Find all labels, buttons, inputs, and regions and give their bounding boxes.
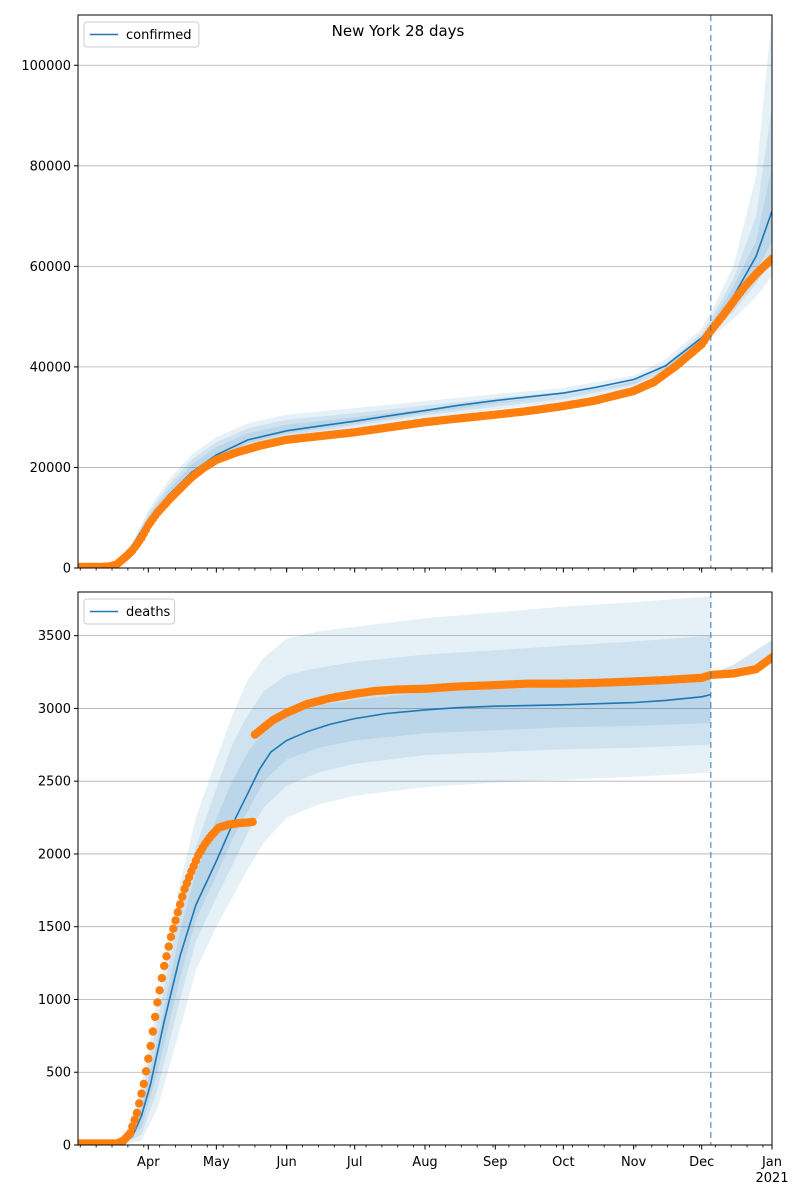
observed-point [178, 892, 187, 901]
uncertainty-band-2 [121, 635, 711, 1145]
confirmed-panel: 0 20000 40000 60000 80000 100000 confirmed [21, 14, 773, 577]
x-tick-label: Oct [552, 1155, 574, 1170]
observed-point [171, 916, 180, 925]
y-tick-label: 20000 [30, 461, 71, 476]
observed-point [141, 1067, 151, 1076]
observed-point [169, 924, 178, 933]
x-tick-label: Jun [275, 1155, 296, 1170]
y-tick-label: 2500 [38, 775, 71, 790]
observed-point [130, 1115, 139, 1125]
y-tick-label: 0 [63, 1139, 71, 1154]
x-tick-label: Jul [346, 1155, 363, 1170]
y-tick-label: 100000 [21, 59, 71, 74]
legend: confirmed [83, 21, 200, 48]
model-line [109, 210, 772, 568]
observed-point [150, 1012, 160, 1022]
observed-point [153, 998, 162, 1007]
tail-band [710, 640, 772, 674]
observed-point [137, 1089, 146, 1098]
x-tick-label: Dec [689, 1155, 714, 1170]
observed-point [126, 1129, 135, 1138]
uncertainty-band-1 [121, 596, 711, 1145]
observed-point [148, 1027, 157, 1036]
observed-point [155, 986, 164, 995]
y-tick-label: 500 [46, 1066, 71, 1081]
observed-series [78, 653, 772, 1145]
observed-point [135, 1099, 144, 1108]
observed-point [248, 817, 257, 827]
observed-point [166, 932, 176, 942]
observed-point [139, 1079, 148, 1089]
y-tick-label: 40000 [30, 360, 71, 375]
x-tick-label: Jan [761, 1155, 782, 1170]
observed-point [144, 1054, 153, 1063]
observed-point [160, 961, 169, 971]
legend-box [83, 598, 176, 625]
observed-point [767, 254, 772, 263]
uncertainty-band-2 [109, 105, 772, 568]
x-tick-label: May [203, 1155, 230, 1170]
observed-point [767, 653, 772, 662]
legend-box [83, 21, 200, 48]
x-tick-label: Sep [483, 1155, 508, 1170]
uncertainty-band-1 [109, 15, 772, 568]
figure-title: New York 28 days [332, 22, 465, 40]
x-tick-label: Apr [137, 1155, 160, 1170]
observed-point [146, 1041, 155, 1051]
legend-label: deaths [126, 605, 171, 620]
observed-point [175, 900, 185, 909]
y-tick-label: 1500 [38, 920, 71, 935]
legend-label: confirmed [126, 28, 192, 43]
observed-point [162, 952, 171, 961]
y-tick-label: 80000 [30, 159, 71, 174]
observed-series [78, 254, 772, 568]
y-tick-label: 0 [63, 562, 71, 577]
plot-area [78, 15, 772, 568]
observed-point [164, 942, 173, 951]
legend: deaths [83, 598, 176, 625]
y-tick-label: 60000 [30, 260, 71, 275]
y-tick-label: 2000 [38, 847, 71, 862]
observed-point [132, 1108, 142, 1118]
observed-point [173, 908, 182, 917]
x-year-label: 2021 [755, 1171, 788, 1186]
x-tick-label: Nov [621, 1155, 647, 1170]
plot-area [78, 596, 772, 1145]
y-tick-label: 3500 [38, 629, 71, 644]
observed-point [157, 973, 167, 983]
model-line [120, 693, 711, 1145]
y-tick-label: 3000 [38, 702, 71, 717]
observed-point [128, 1122, 137, 1131]
deaths-panel: 0 500 1000 1500 2000 2500 3000 3500 Apr May Jun Jul… [38, 591, 789, 1186]
y-tick-label: 1000 [38, 993, 71, 1008]
x-tick-label: Aug [412, 1155, 437, 1170]
